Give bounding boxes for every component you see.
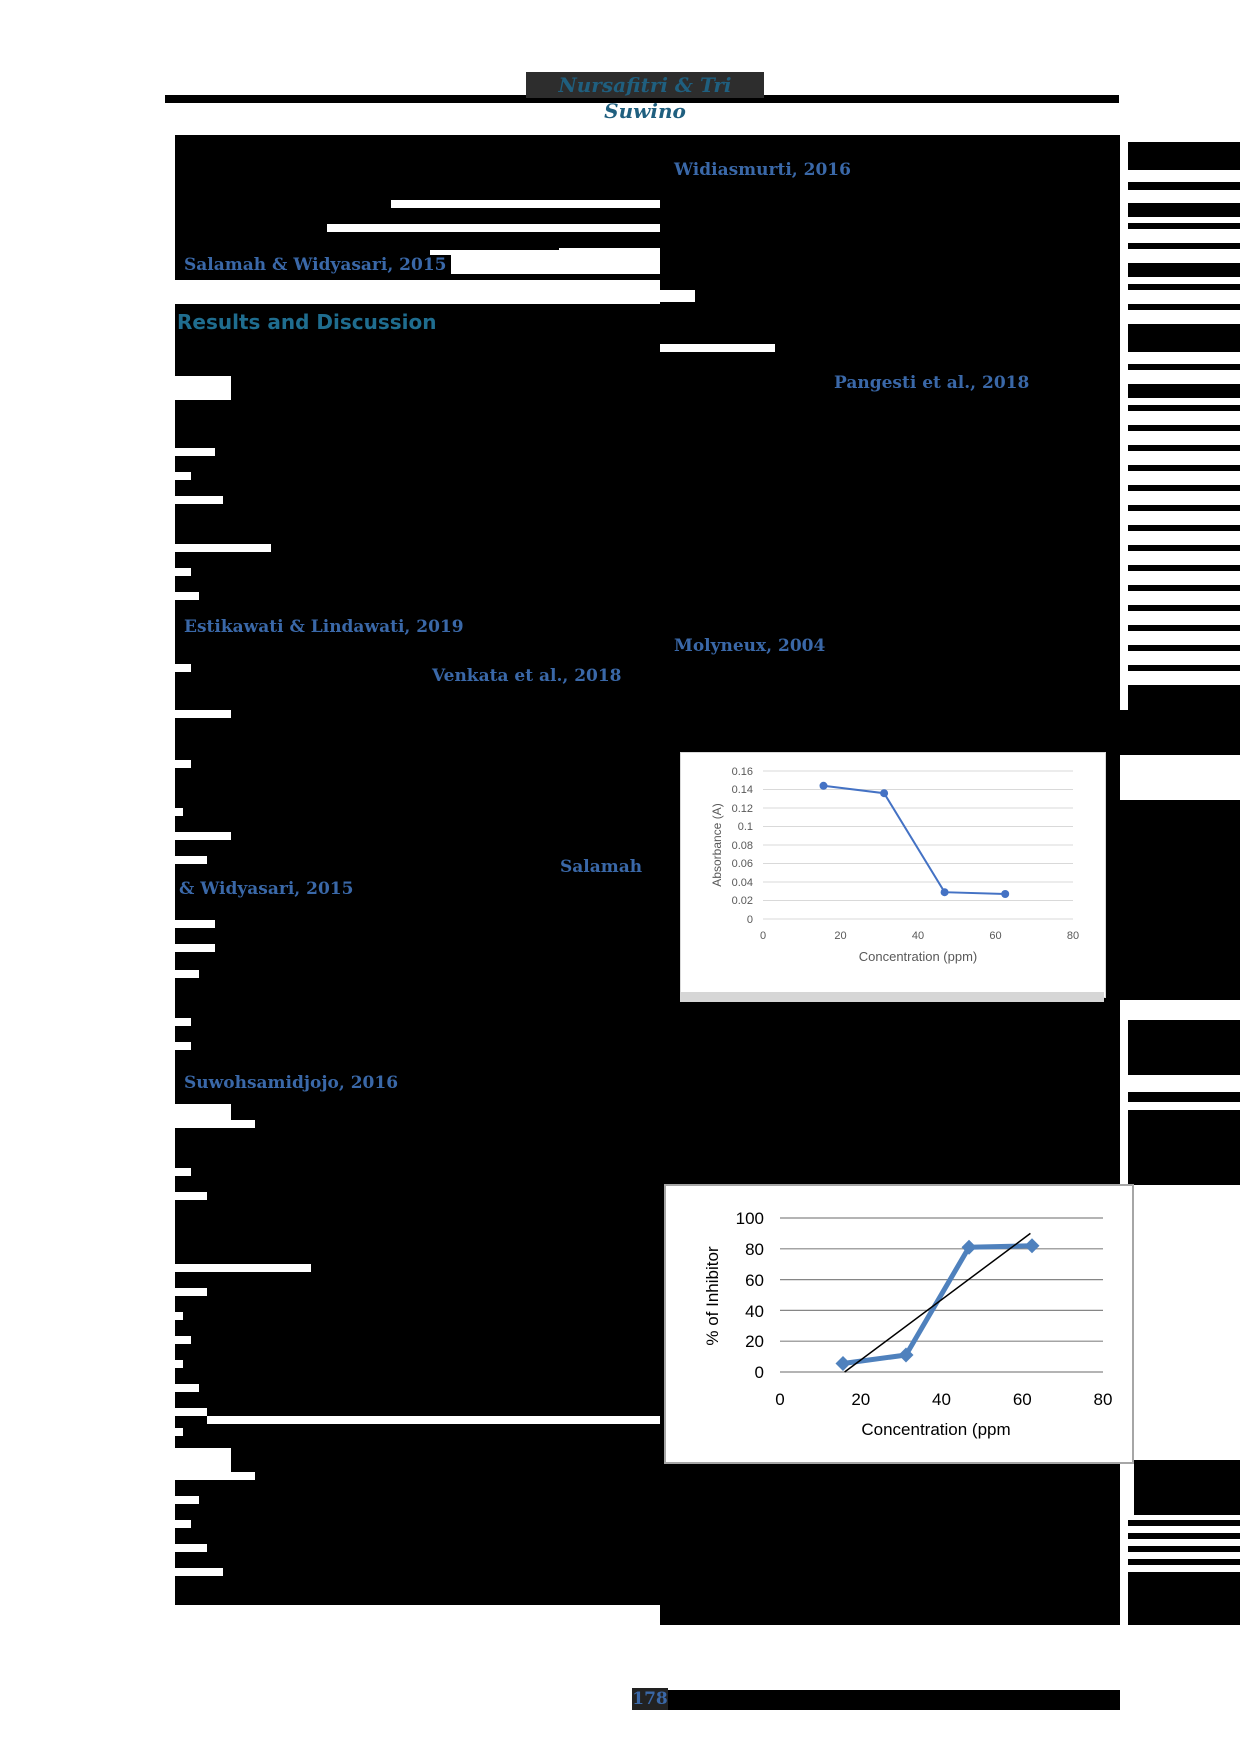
citation-molyneux-2004: Molyneux, 2004	[670, 636, 830, 657]
citation-suwohsamidjojo-2016: Suwohsamidjojo, 2016	[180, 1073, 403, 1094]
svg-text:0.02: 0.02	[732, 895, 753, 907]
svg-text:0.16: 0.16	[732, 766, 753, 778]
running-title: Nursafitri & Tri Suwino	[526, 72, 764, 123]
svg-text:0: 0	[755, 1363, 764, 1382]
svg-text:40: 40	[745, 1302, 764, 1321]
svg-text:20: 20	[745, 1332, 764, 1351]
svg-text:0.06: 0.06	[732, 858, 753, 870]
svg-text:0.12: 0.12	[732, 803, 753, 815]
header-rule	[165, 95, 1119, 103]
trendline	[844, 1232, 1031, 1373]
svg-text:80: 80	[1094, 1390, 1113, 1409]
svg-text:0: 0	[760, 930, 766, 942]
page-number: 178	[632, 1688, 668, 1710]
svg-text:100: 100	[736, 1209, 764, 1228]
svg-text:0: 0	[775, 1390, 784, 1409]
footer-rule	[668, 1690, 1120, 1710]
citation-widiasmurti-2016: Widiasmurti, 2016	[670, 160, 855, 181]
svg-text:60: 60	[989, 930, 1001, 942]
svg-text:40: 40	[932, 1390, 951, 1409]
inhibition-chart-svg: 100 80 60 40 20 0 0 20 40 60 80 Concentr…	[703, 1209, 1113, 1439]
citation-salamah-2015-part1: Salamah	[556, 857, 647, 878]
svg-text:0: 0	[747, 914, 753, 926]
absorbance-chart-svg: 0.16 0.14 0.12 0.1 0.08 0.06 0.04 0.02 0…	[710, 766, 1079, 964]
svg-text:80: 80	[745, 1240, 764, 1259]
x-axis-label: Concentration (ppm	[861, 1420, 1010, 1439]
y-axis-label: % of Inhibitor	[703, 1246, 722, 1346]
svg-text:0.1: 0.1	[738, 821, 753, 833]
svg-text:0.04: 0.04	[732, 877, 753, 889]
svg-text:0.14: 0.14	[732, 784, 753, 796]
svg-text:20: 20	[834, 930, 846, 942]
svg-text:80: 80	[1067, 930, 1079, 942]
x-axis-label: Concentration (ppm)	[859, 949, 978, 964]
citation-salamah-2015-part2: & Widyasari, 2015	[175, 879, 358, 900]
svg-text:0.08: 0.08	[732, 840, 753, 852]
inhibition-chart: 100 80 60 40 20 0 0 20 40 60 80 Concentr…	[664, 1184, 1134, 1464]
section-heading-results: Results and Discussion	[175, 310, 443, 336]
svg-text:60: 60	[1013, 1390, 1032, 1409]
svg-text:20: 20	[851, 1390, 870, 1409]
citation-estikawati-2019: Estikawati & Lindawati, 2019	[180, 617, 468, 638]
y-axis-label: Absorbance (A)	[710, 803, 724, 886]
citation-pangesti-2018: Pangesti et al., 2018	[830, 373, 1034, 394]
svg-text:60: 60	[745, 1271, 764, 1290]
absorbance-chart: 0.16 0.14 0.12 0.1 0.08 0.06 0.04 0.02 0…	[680, 752, 1106, 998]
svg-text:40: 40	[912, 930, 924, 942]
citation-salamah-2015: Salamah & Widyasari, 2015	[180, 255, 451, 276]
figure-caption-redacted	[680, 992, 1104, 1002]
citation-venkata-2018: Venkata et al., 2018	[428, 666, 626, 687]
